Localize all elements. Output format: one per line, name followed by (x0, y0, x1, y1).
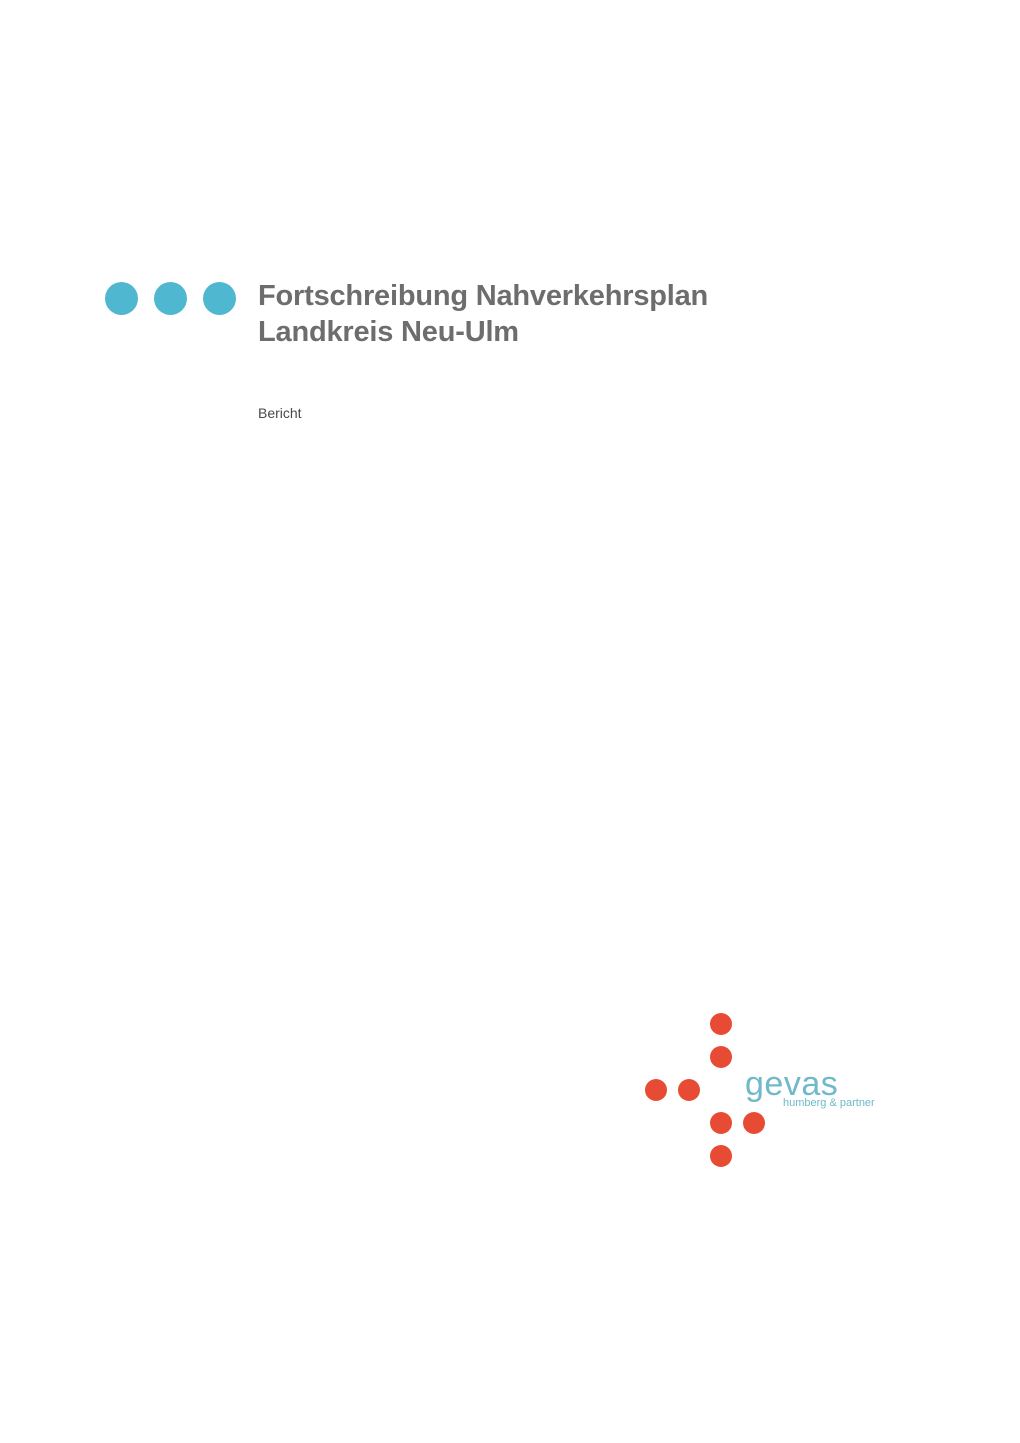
title-line-2: Landkreis Neu-Ulm (258, 314, 708, 350)
title-dots (105, 282, 236, 315)
logo-dot-icon (710, 1112, 732, 1134)
dot-icon (105, 282, 138, 315)
logo-dot-icon (743, 1112, 765, 1134)
logo-main-text: gevas (745, 1067, 875, 1101)
subtitle: Bericht (258, 405, 708, 421)
logo-dot-icon (710, 1145, 732, 1167)
document-page: Fortschreibung Nahverkehrsplan Landkreis… (0, 0, 1020, 1443)
logo-sub-text: humberg & partner (783, 1098, 875, 1109)
company-logo: gevas humberg & partner (645, 1013, 925, 1203)
logo-dot-icon (678, 1079, 700, 1101)
title-text-group: Fortschreibung Nahverkehrsplan Landkreis… (258, 278, 708, 421)
logo-dot-icon (710, 1046, 732, 1068)
dot-icon (203, 282, 236, 315)
logo-dot-icon (645, 1079, 667, 1101)
logo-text: gevas humberg & partner (745, 1067, 875, 1109)
title-block: Fortschreibung Nahverkehrsplan Landkreis… (105, 278, 940, 421)
logo-dot-icon (710, 1013, 732, 1035)
title-line-1: Fortschreibung Nahverkehrsplan (258, 278, 708, 314)
dot-icon (154, 282, 187, 315)
